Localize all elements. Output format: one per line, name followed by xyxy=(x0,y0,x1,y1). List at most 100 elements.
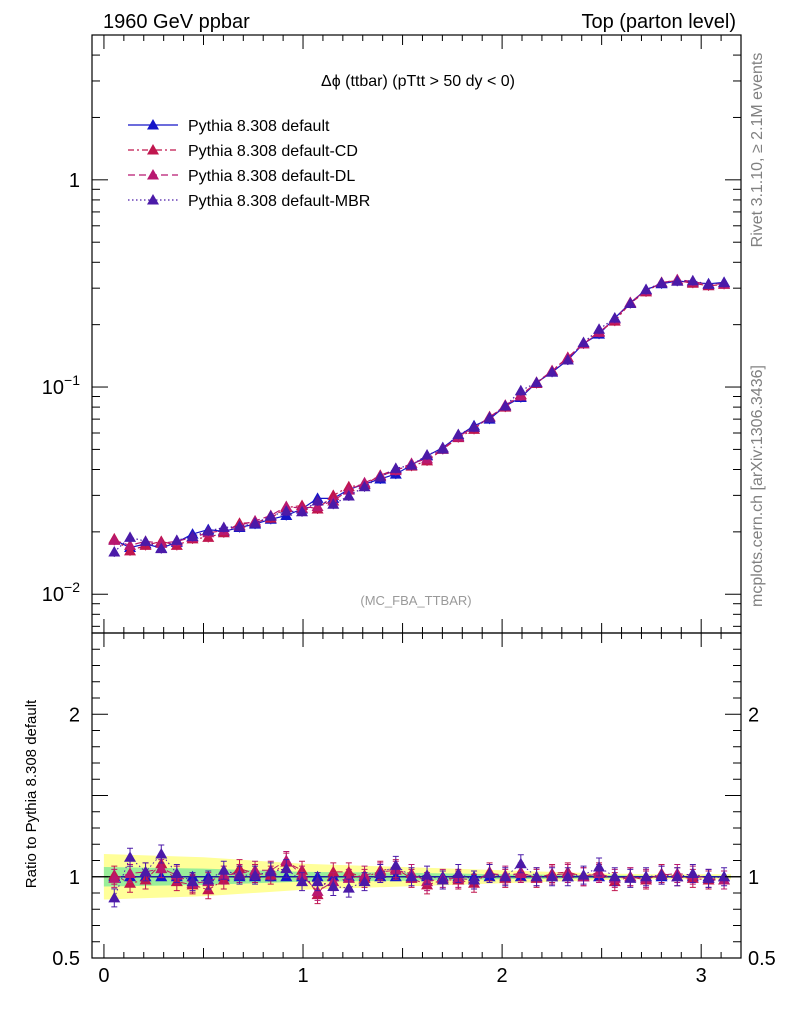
ratio-point-mbr xyxy=(389,859,402,870)
data-point-mbr xyxy=(342,489,355,501)
ratio-point-mbr xyxy=(546,870,559,882)
data-point-mbr xyxy=(155,542,168,554)
ratio-point-mbr xyxy=(702,872,715,883)
legend-marker-default xyxy=(147,119,159,130)
y-tick-label: 10−2 xyxy=(42,579,80,606)
ratio-point-mbr xyxy=(327,880,340,891)
series-line-cd xyxy=(113,280,725,552)
ratio-point-mbr xyxy=(655,869,668,880)
ratio-point-mbr xyxy=(421,869,434,880)
y-tick-label: 1 xyxy=(69,170,80,192)
plot-title: Δϕ (ttbar) (pTtt > 50 dy < 0) xyxy=(321,73,515,90)
data-point-mbr xyxy=(577,336,590,348)
ratio-point-mbr xyxy=(671,870,684,882)
analysis-label: (MC_FBA_TTBAR) xyxy=(360,593,471,608)
data-point-mbr xyxy=(280,505,293,516)
ratio-point-mbr xyxy=(608,870,621,882)
data-point-mbr xyxy=(546,366,559,377)
data-point-mbr xyxy=(718,276,731,288)
data-point-mbr xyxy=(358,480,371,492)
data-point-mbr xyxy=(264,510,277,521)
data-point-mbr xyxy=(436,443,449,454)
data-point-mbr xyxy=(452,428,465,440)
ratio-point-mbr xyxy=(217,864,230,875)
data-point-mbr xyxy=(249,517,262,528)
data-point-dl xyxy=(342,484,355,495)
ratio-point-dl xyxy=(342,872,355,883)
legend: Pythia 8.308 default Pythia 8.308 default… xyxy=(128,118,370,210)
ratio-y-tick-label-right: 0.5 xyxy=(748,948,776,970)
ratio-y-tick-label-right: 2 xyxy=(748,704,759,726)
rivet-label: Rivet 3.1.10, ≥ 2.1M events xyxy=(749,53,766,248)
data-point-mbr xyxy=(139,535,152,546)
ratio-point-mbr xyxy=(342,882,355,893)
header-right: Top (parton level) xyxy=(581,11,736,33)
data-point-mbr xyxy=(561,354,574,365)
ratio-frame xyxy=(91,632,742,959)
ratio-line-dl xyxy=(114,859,725,893)
ratio-point-mbr xyxy=(264,865,277,877)
ratio-point-mbr xyxy=(405,870,418,882)
ratio-point-mbr xyxy=(358,875,371,887)
ratio-point-mbr xyxy=(233,869,246,880)
ratio-y-axis-label: Ratio to Pythia 8.308 default xyxy=(23,699,40,888)
ratio-point-mbr xyxy=(155,848,168,859)
data-point-mbr xyxy=(499,399,512,411)
data-point-mbr xyxy=(671,275,684,286)
legend-marker-cd xyxy=(147,144,159,155)
ratio-y-tick-label: 1 xyxy=(69,867,80,889)
ratio-point-mbr xyxy=(468,874,481,885)
ratio-y-tick-label: 2 xyxy=(69,704,80,726)
data-point-mbr xyxy=(686,274,699,286)
data-point-mbr xyxy=(483,411,496,423)
ratio-line-mbr xyxy=(113,853,725,899)
ratio-point-mbr xyxy=(108,891,121,903)
data-point-mbr xyxy=(593,323,606,334)
data-point-dl xyxy=(155,537,168,548)
data-point-mbr xyxy=(514,384,527,396)
data-point-mbr xyxy=(124,531,137,542)
data-point-mbr xyxy=(202,524,215,536)
ratio-point-dl xyxy=(155,862,168,874)
ratio-point-mbr xyxy=(436,874,449,885)
ratio-point-mbr xyxy=(624,872,637,883)
data-point-dl xyxy=(124,539,137,550)
ratio-y-tick-label-right: 1 xyxy=(748,867,759,889)
ratio-point-mbr xyxy=(593,861,606,872)
mcplots-label: mcplots.cern.ch [arXiv:1306.3436] xyxy=(749,365,766,607)
data-point-mbr xyxy=(217,521,230,532)
ratio-point-mbr xyxy=(718,870,731,882)
data-point-mbr xyxy=(468,421,481,432)
x-tick-label: 0 xyxy=(98,965,109,987)
series-line-default xyxy=(114,280,725,549)
ratio-point-mbr xyxy=(561,870,574,882)
ratio-point-mbr xyxy=(170,867,183,878)
ratio-point-mbr xyxy=(530,870,543,882)
legend-label-cd: Pythia 8.308 default-CD xyxy=(188,143,358,160)
ratio-point-cd xyxy=(327,865,340,877)
ratio-series-group xyxy=(108,844,731,908)
ratio-point-mbr xyxy=(311,875,324,887)
y-tick-label: 10−1 xyxy=(42,372,80,399)
data-point-mbr xyxy=(624,297,637,309)
legend-label-dl: Pythia 8.308 default-DL xyxy=(188,168,355,185)
x-tick-label: 1 xyxy=(297,965,308,987)
data-point-mbr xyxy=(530,376,543,388)
header-left: 1960 GeV ppbar xyxy=(103,11,250,33)
ratio-point-mbr xyxy=(577,869,590,880)
ratio-point-mbr xyxy=(296,875,309,887)
data-point-mbr xyxy=(389,462,402,473)
data-point-cd xyxy=(327,489,340,500)
data-point-dl xyxy=(108,534,121,545)
data-point-mbr xyxy=(608,312,621,323)
data-point-mbr xyxy=(233,520,246,532)
data-point-mbr xyxy=(655,276,668,288)
ratio-point-mbr xyxy=(374,867,387,878)
ratio-point-mbr xyxy=(452,867,465,878)
data-point-mbr xyxy=(296,505,309,517)
ratio-point-mbr xyxy=(202,874,215,885)
ratio-point-dl xyxy=(124,867,137,878)
ratio-point-mbr xyxy=(124,851,137,862)
series-line-dl xyxy=(114,278,725,547)
